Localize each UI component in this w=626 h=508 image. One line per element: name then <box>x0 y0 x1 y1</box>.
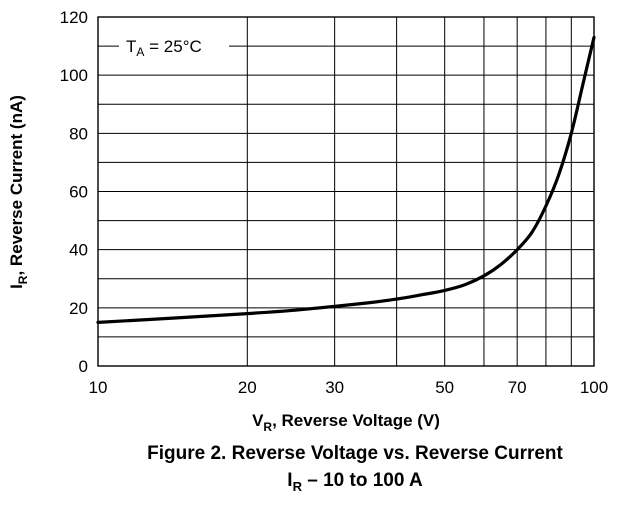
annotation-box: TA = 25°C <box>119 31 229 61</box>
y-tick-label: 20 <box>69 299 88 318</box>
figure-caption: Figure 2. Reverse Voltage vs. Reverse Cu… <box>147 443 563 464</box>
y-axis-label: IR, Reverse Current (nA) <box>7 95 30 289</box>
subcaption-subscript: R <box>292 479 302 494</box>
series-line <box>96 35 596 324</box>
y-tick-label: 0 <box>79 357 88 376</box>
y-tick-label: 80 <box>69 124 88 143</box>
x-tick-label: 100 <box>580 378 608 397</box>
x-tick-label: 30 <box>325 378 344 397</box>
y-tick-label: 60 <box>69 183 88 202</box>
x-tick-label: 20 <box>238 378 257 397</box>
reverse-current-chart: 10 20 30 50 70 100 0 20 40 60 80 100 120 TA = 25°C V… <box>7 8 609 434</box>
x-tick-label: 10 <box>89 378 108 397</box>
x-tick-label: 50 <box>435 378 454 397</box>
plot-frame <box>97 16 595 367</box>
grid <box>98 17 594 366</box>
subcaption-main: I <box>287 470 293 491</box>
y-tick-label: 40 <box>69 241 88 260</box>
annotation-text: TA = 25°C <box>126 37 202 59</box>
y-tick-label: 120 <box>60 8 88 27</box>
tick-labels: 10 20 30 50 70 100 0 20 40 60 80 100 120 <box>60 8 609 397</box>
figure-subcaption: IR – 10 to 100 A <box>0 470 626 494</box>
subcaption-rest: – 10 to 100 A <box>301 470 423 491</box>
y-tick-label: 100 <box>60 66 88 85</box>
x-tick-label: 70 <box>508 378 527 397</box>
annotation-background <box>119 31 229 61</box>
x-axis-label: VR, Reverse Voltage (V) <box>252 411 440 434</box>
